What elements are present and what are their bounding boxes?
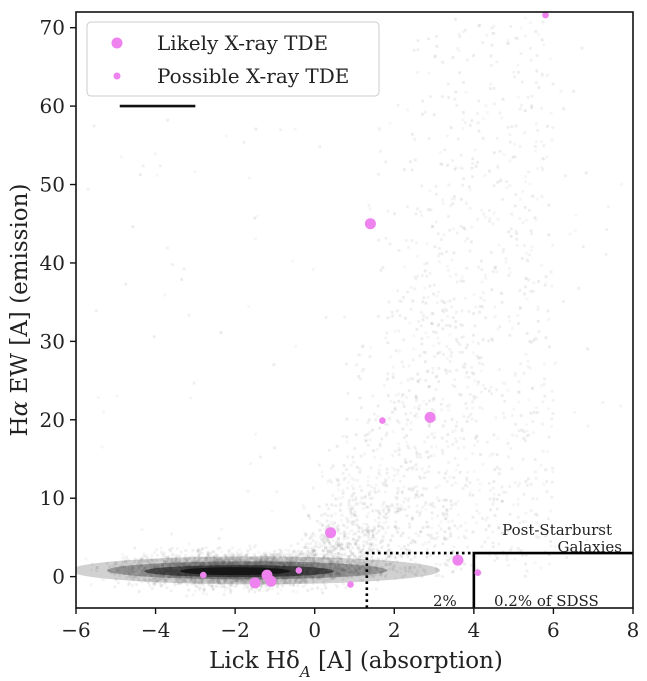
likely-tde-point (249, 577, 261, 589)
possible-tde-point (347, 581, 354, 588)
likely-tde-point (452, 554, 464, 566)
legend: Likely X-ray TDE Possible X-ray TDE (86, 21, 380, 97)
possible-tde-series (200, 12, 549, 588)
possible-tde-point (379, 417, 386, 424)
y-axis-label: Hα EW [A] (emission) (7, 184, 33, 437)
legend-marker-possible (113, 72, 121, 80)
possible-tde-point (200, 571, 207, 579)
likely-tde-point (325, 527, 337, 539)
likely-tde-point (424, 411, 436, 423)
post-starburst-label-line2: Galaxies (558, 538, 623, 556)
x-tick-label: −6 (61, 618, 90, 642)
post-starburst-region-boundary (472, 551, 633, 608)
x-tick-label: 8 (627, 618, 640, 642)
y-tick-label: 70 (40, 16, 65, 40)
x-tick-label: 0 (308, 618, 321, 642)
y-tick-label: 50 (40, 173, 65, 197)
x-tick-label: 2 (388, 618, 401, 642)
sdss-galaxy-density-cloud (76, 16, 623, 598)
post-starburst-label-line1: Post-Starburst (502, 521, 612, 539)
x-tick-label: −4 (141, 618, 170, 642)
x-tick-label: −2 (220, 618, 249, 642)
selection-regions (119, 104, 633, 608)
psb-percent-label: 0.2% of SDSS (494, 592, 599, 610)
possible-tde-point (474, 569, 482, 576)
x-tick-label: 6 (547, 618, 560, 642)
legend-box (86, 21, 380, 97)
x-axis-label: Lick HδA [A] (absorption) (209, 648, 503, 681)
quiescent-balmer-strong-region-boundary (365, 551, 474, 608)
y-tick-label: 60 (40, 94, 65, 118)
possible-tde-point (295, 567, 303, 574)
y-tick-label: 0 (52, 565, 65, 589)
axis-ticks: −6 −4 −2 0 2 4 6 8 0 10 20 30 40 50 60 70 (40, 16, 640, 642)
likely-tde-series (249, 218, 464, 589)
y-tick-label: 20 (40, 408, 65, 432)
plot-frame (75, 11, 634, 609)
legend-marker-likely (111, 37, 123, 49)
tde-points (200, 12, 549, 589)
likely-tde-point (265, 575, 277, 587)
y-tick-label: 40 (40, 251, 65, 275)
y-tick-label: 30 (40, 329, 65, 353)
likely-tde-point (364, 218, 376, 230)
x-tick-label: 4 (467, 618, 480, 642)
possible-tde-point (542, 12, 549, 19)
qbs-percent-label: 2% (433, 592, 457, 610)
y-tick-label: 10 (40, 486, 65, 510)
legend-label-possible: Possible X-ray TDE (157, 64, 349, 88)
legend-label-likely: Likely X-ray TDE (157, 31, 328, 55)
